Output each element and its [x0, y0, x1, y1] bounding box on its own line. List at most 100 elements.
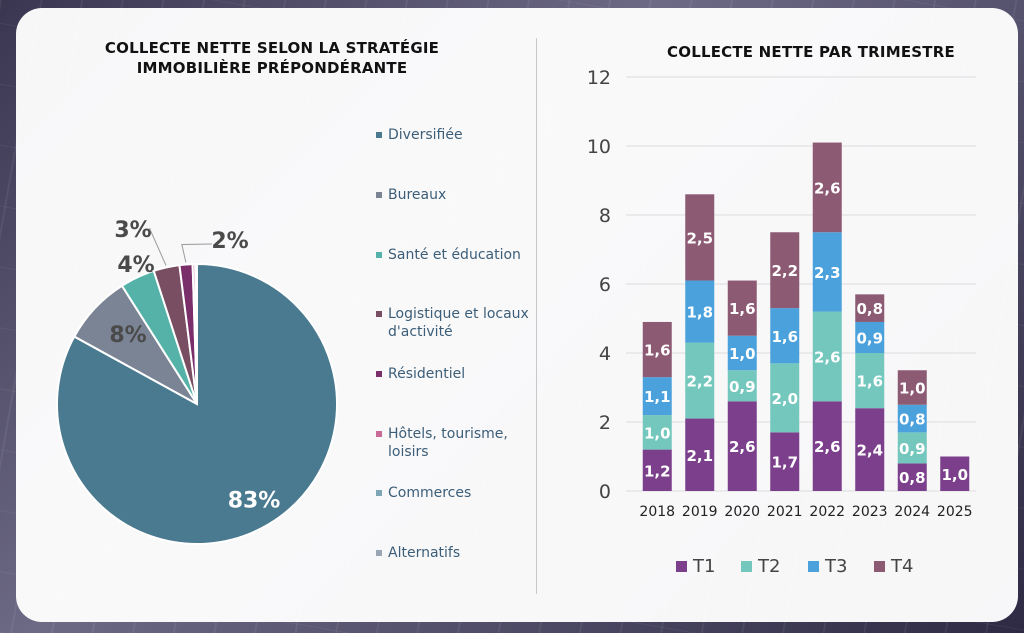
bar-value-label: 0,9 [899, 440, 926, 458]
legend-swatch [376, 311, 382, 317]
bar-segment [770, 432, 800, 491]
legend-label: Résidentiel [388, 366, 466, 382]
legend-swatch [376, 431, 382, 437]
legend-swatch [808, 561, 819, 572]
bar-value-label: 2,2 [686, 373, 713, 391]
bar-value-label: 1,0 [644, 424, 671, 442]
legend-item: Alternatifs [376, 544, 546, 562]
bar-segment [642, 449, 672, 491]
bar-chart-title: COLLECTE NETTE PAR TRIMESTRE [667, 43, 955, 61]
x-tick-label: 2025 [937, 504, 973, 520]
bar-value-label: 1,0 [941, 466, 968, 484]
legend-label: Commerces [388, 485, 472, 501]
bar-value-label: 2,6 [814, 348, 841, 366]
bar-value-label: 1,6 [729, 300, 756, 318]
pie-slice-label: 8% [109, 323, 146, 348]
bar-segment [685, 194, 715, 281]
bar-value-label: 0,8 [899, 411, 926, 429]
bar-segment [855, 353, 885, 409]
pie-chart-title: COLLECTE NETTE SELON LA STRATÉGIE IMMOBI… [104, 39, 440, 77]
bar-value-label: 1,1 [644, 388, 671, 406]
bar-value-label: 0,8 [856, 300, 883, 318]
x-tick-label: 2019 [682, 504, 718, 520]
bar-value-label: 1,0 [899, 380, 926, 398]
legend-item: Résidentiel [376, 365, 546, 383]
bar-segment [770, 363, 800, 433]
stacked-bar-chart: 0 2 4 6 8 10 12 1,2 1,0 1,1 1,6 2018 2,1 2,2 1,8 2,5 201… [587, 67, 976, 577]
bar-segment [897, 404, 927, 433]
chart-card: COLLECTE NETTE SELON LA STRATÉGIE IMMOBI… [16, 8, 1018, 622]
legend-label: T1 [692, 556, 715, 577]
legend-swatch [376, 192, 382, 198]
bar-segment [855, 294, 885, 322]
bar-value-label: 1,6 [644, 342, 671, 360]
bar-value-label: 1,2 [644, 462, 671, 480]
bar-value-label: 2,6 [814, 438, 841, 456]
legend-label: Diversifiée [388, 127, 463, 143]
legend-swatch [376, 550, 382, 556]
x-tick-label: 2023 [852, 504, 888, 520]
bar-value-label: 1,6 [856, 373, 883, 391]
legend-swatch [376, 252, 382, 258]
bar-value-label: 0,9 [856, 329, 883, 347]
bar-segment [727, 401, 757, 491]
bar-value-label: 1,8 [686, 304, 713, 322]
legend-label: Bureaux [388, 187, 447, 203]
pie-leader-line [181, 243, 213, 263]
bar-value-label: 2,6 [729, 438, 756, 456]
y-tick-label: 0 [599, 481, 611, 503]
bar-value-label: 2,0 [771, 390, 798, 408]
pie-slice-label: 3% [114, 218, 151, 243]
legend-label: Hôtels, tourisme, loisirs [388, 426, 508, 460]
bar-segment [855, 321, 885, 353]
divider [536, 38, 537, 594]
legend-label: T4 [890, 556, 913, 577]
pie-slice [195, 262, 198, 405]
bar-value-label: 1,0 [729, 345, 756, 363]
y-tick-label: 4 [599, 343, 611, 365]
legend-item: Diversifiée [376, 126, 546, 144]
legend-item: Hôtels, tourisme, loisirs [376, 425, 546, 461]
legend-label: T3 [824, 556, 847, 577]
bar-segment [727, 335, 757, 371]
bar-segment [727, 370, 757, 402]
legend-item: Santé et éducation [376, 246, 546, 264]
y-tick-label: 12 [587, 67, 611, 89]
y-tick-label: 10 [587, 136, 611, 158]
legend-label: Logistique et locaux d'activité [388, 306, 529, 340]
legend-swatch [376, 490, 382, 496]
bar-value-label: 2,2 [771, 262, 798, 280]
legend-label: Santé et éducation [388, 247, 521, 263]
bar-segment [642, 321, 672, 378]
x-tick-label: 2022 [809, 504, 845, 520]
legend-label: T2 [757, 556, 780, 577]
bar-segment [812, 232, 842, 312]
pie-slice-label: 4% [117, 253, 154, 278]
bar-value-label: 2,3 [814, 264, 841, 282]
bar-segment [897, 370, 927, 405]
pie-legend: Diversifiée Bureaux Santé et éducation Logi… [376, 8, 546, 622]
legend-item: Logistique et locaux d'activité [376, 305, 546, 341]
bar-value-label: 0,9 [729, 378, 756, 396]
bar-segment [940, 456, 970, 491]
bar-segment [812, 311, 842, 402]
x-tick-label: 2021 [767, 504, 803, 520]
pie-leader-line [149, 227, 167, 266]
bar-segment [812, 401, 842, 491]
pie-chart: 83% 8% 4% 3% 2% [56, 218, 338, 545]
bar-segment [897, 463, 927, 491]
bar-value-label: 2,1 [686, 447, 713, 465]
y-tick-label: 6 [599, 274, 611, 296]
legend-item: Bureaux [376, 186, 546, 204]
bar-segment [855, 408, 885, 491]
pie-slice-label: 2% [211, 229, 248, 254]
bar-value-label: 2,5 [686, 229, 713, 247]
bar-segment [727, 280, 757, 336]
legend-swatch [741, 561, 752, 572]
legend-swatch [676, 561, 687, 572]
bar-segment [685, 280, 715, 343]
legend-label: Alternatifs [388, 545, 461, 561]
bar-segment [685, 342, 715, 419]
bar-value-label: 0,8 [899, 469, 926, 487]
bar-segment [770, 232, 800, 309]
